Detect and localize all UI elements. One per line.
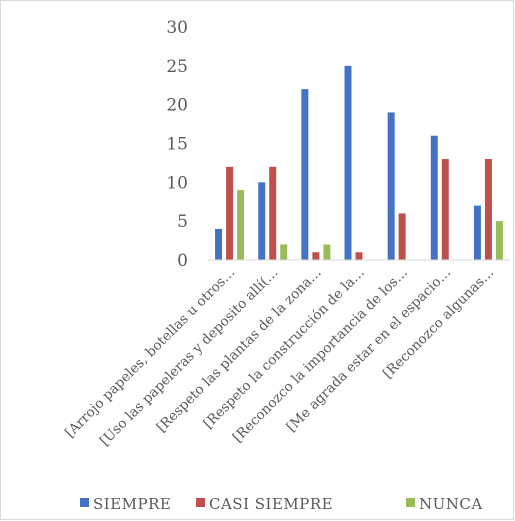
bar-casi-siempre (226, 166, 234, 260)
legend-swatch (80, 498, 89, 507)
legend-label: CASI SIEMPRE (209, 495, 333, 513)
bars (215, 65, 503, 260)
bar-casi-siempre (484, 159, 492, 260)
x-tick-label: [Respeto la construcción de la… (200, 265, 367, 432)
y-tick-label: 0 (177, 251, 188, 271)
legend-label: SIEMPRE (93, 495, 171, 513)
bar-siempre (430, 135, 438, 260)
y-tick-label: 15 (166, 135, 188, 155)
x-axis: [Arrojo papeles, botellas u otros…[Uso l… (62, 259, 510, 449)
bar-casi-siempre (269, 166, 277, 260)
bar-siempre (344, 65, 352, 260)
bar-siempre (215, 228, 223, 260)
bar-siempre (473, 205, 481, 260)
bar-casi-siempre (355, 252, 363, 260)
bar-casi-siempre (398, 213, 406, 260)
y-tick-label: 30 (166, 18, 188, 38)
bar-nunca (323, 244, 331, 260)
bar-nunca (237, 190, 245, 260)
legend-label: NUNCA (419, 495, 483, 513)
legend-swatch (406, 498, 415, 507)
y-axis: 0 5 10 15 20 25 30 (166, 18, 188, 271)
bar-siempre (387, 112, 395, 260)
bar-nunca (280, 244, 288, 260)
y-tick-label: 20 (166, 96, 188, 116)
y-tick-label: 5 (177, 212, 188, 232)
bar-siempre (258, 182, 266, 260)
bar-siempre (301, 89, 309, 260)
y-tick-label: 25 (166, 57, 188, 77)
legend: SIEMPRE CASI SIEMPRE NUNCA (80, 495, 483, 513)
legend-swatch (196, 498, 205, 507)
bar-casi-siempre (441, 159, 449, 260)
bar-casi-siempre (312, 252, 320, 260)
bar-nunca (495, 221, 503, 260)
y-tick-label: 10 (166, 173, 188, 193)
